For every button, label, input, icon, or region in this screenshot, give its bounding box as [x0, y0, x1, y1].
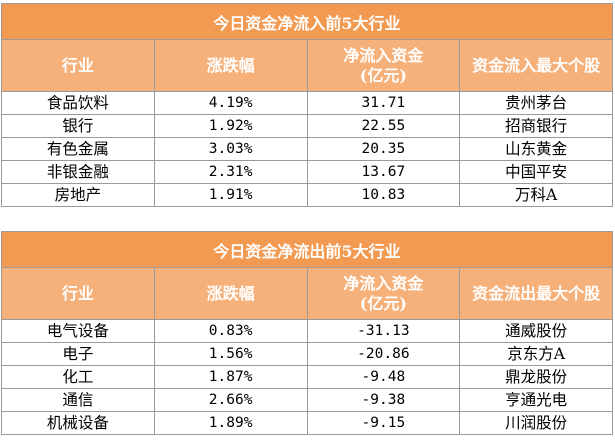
table-row: 非银金融 2.31% 13.67 中国平安	[1, 160, 613, 184]
table-row: 电气设备 0.83% -31.13 通威股份	[1, 319, 613, 343]
header-change: 涨跌幅	[153, 39, 308, 92]
top-stock-cell: 招商银行	[459, 114, 613, 138]
net-cell: 31.71	[306, 91, 461, 115]
header-net-inflow-text: 净流入资金 (亿元)	[343, 45, 424, 85]
table-row: 房地产 1.91% 10.83 万科A	[1, 183, 613, 207]
table-row: 电子 1.56% -20.86 京东方A	[1, 342, 613, 366]
change-cell: 1.91%	[153, 183, 308, 207]
industry-cell: 银行	[1, 114, 155, 138]
change-cell: 2.31%	[153, 160, 308, 184]
net-cell: -31.13	[306, 319, 461, 343]
industry-cell: 电子	[1, 342, 155, 366]
header-net-inflow: 净流入资金 (亿元)	[306, 39, 461, 92]
top-stock-cell: 亨通光电	[459, 388, 613, 412]
industry-cell: 有色金属	[1, 137, 155, 161]
inflow-table-title: 今日资金净流入前5大行业	[1, 3, 613, 40]
header-industry: 行业	[1, 267, 155, 320]
header-top-stock: 资金流入最大个股	[459, 39, 613, 92]
net-cell: -20.86	[306, 342, 461, 366]
industry-cell: 化工	[1, 365, 155, 389]
header-top-stock: 资金流出最大个股	[459, 267, 613, 320]
industry-cell: 机械设备	[1, 411, 155, 435]
outflow-table-title: 今日资金净流出前5大行业	[1, 231, 613, 268]
table-row: 银行 1.92% 22.55 招商银行	[1, 114, 613, 138]
table-row: 通信 2.66% -9.38 亨通光电	[1, 388, 613, 412]
header-net-inflow: 净流入资金 (亿元)	[306, 267, 461, 320]
net-cell: 20.35	[306, 137, 461, 161]
header-change: 涨跌幅	[153, 267, 308, 320]
outflow-header-row: 行业 涨跌幅 净流入资金 (亿元) 资金流出最大个股	[1, 267, 613, 320]
inflow-header-row: 行业 涨跌幅 净流入资金 (亿元) 资金流入最大个股	[1, 39, 613, 92]
inflow-table: 今日资金净流入前5大行业 行业 涨跌幅 净流入资金 (亿元) 资金流入最大个股 …	[1, 3, 613, 207]
change-cell: 1.89%	[153, 411, 308, 435]
change-cell: 2.66%	[153, 388, 308, 412]
top-stock-cell: 川润股份	[459, 411, 613, 435]
change-cell: 1.56%	[153, 342, 308, 366]
change-cell: 4.19%	[153, 91, 308, 115]
top-stock-cell: 通威股份	[459, 319, 613, 343]
change-cell: 1.92%	[153, 114, 308, 138]
change-cell: 1.87%	[153, 365, 308, 389]
industry-cell: 房地产	[1, 183, 155, 207]
top-stock-cell: 万科A	[459, 183, 613, 207]
industry-cell: 食品饮料	[1, 91, 155, 115]
header-net-inflow-text: 净流入资金 (亿元)	[343, 273, 424, 313]
net-cell: 13.67	[306, 160, 461, 184]
table-row: 机械设备 1.89% -9.15 川润股份	[1, 411, 613, 435]
top-stock-cell: 山东黄金	[459, 137, 613, 161]
top-stock-cell: 鼎龙股份	[459, 365, 613, 389]
inflow-title-row: 今日资金净流入前5大行业	[1, 3, 613, 40]
table-row: 有色金属 3.03% 20.35 山东黄金	[1, 137, 613, 161]
table-row: 食品饮料 4.19% 31.71 贵州茅台	[1, 91, 613, 115]
outflow-title-row: 今日资金净流出前5大行业	[1, 231, 613, 268]
net-cell: 22.55	[306, 114, 461, 138]
header-industry: 行业	[1, 39, 155, 92]
industry-cell: 非银金融	[1, 160, 155, 184]
industry-cell: 电气设备	[1, 319, 155, 343]
top-stock-cell: 京东方A	[459, 342, 613, 366]
outflow-table: 今日资金净流出前5大行业 行业 涨跌幅 净流入资金 (亿元) 资金流出最大个股 …	[1, 231, 613, 435]
table-row: 化工 1.87% -9.48 鼎龙股份	[1, 365, 613, 389]
top-stock-cell: 贵州茅台	[459, 91, 613, 115]
top-stock-cell: 中国平安	[459, 160, 613, 184]
net-cell: -9.48	[306, 365, 461, 389]
industry-cell: 通信	[1, 388, 155, 412]
net-cell: -9.15	[306, 411, 461, 435]
change-cell: 3.03%	[153, 137, 308, 161]
net-cell: -9.38	[306, 388, 461, 412]
net-cell: 10.83	[306, 183, 461, 207]
change-cell: 0.83%	[153, 319, 308, 343]
